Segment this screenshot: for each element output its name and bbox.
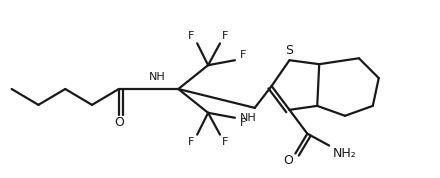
Text: NH: NH [239, 113, 256, 123]
Text: F: F [188, 31, 194, 41]
Text: NH: NH [149, 72, 166, 82]
Text: F: F [188, 137, 194, 147]
Text: F: F [240, 50, 246, 60]
Text: O: O [283, 154, 293, 167]
Text: O: O [114, 116, 124, 129]
Text: F: F [222, 137, 228, 147]
Text: F: F [222, 31, 228, 41]
Text: S: S [286, 44, 293, 57]
Text: NH₂: NH₂ [333, 147, 357, 160]
Text: F: F [240, 118, 246, 128]
